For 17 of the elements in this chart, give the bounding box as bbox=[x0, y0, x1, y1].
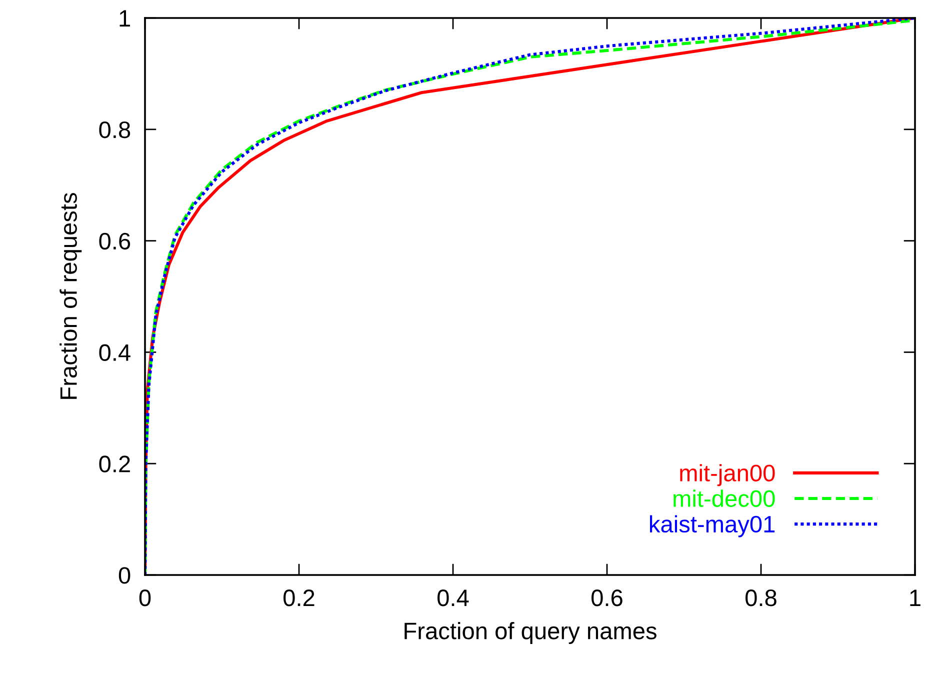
x-tick-label: 0 bbox=[139, 590, 151, 606]
x-tick-label: 0.2 bbox=[284, 590, 314, 606]
legend-label: kaist-may01 bbox=[650, 515, 775, 538]
y-tick-label: 1 bbox=[120, 10, 130, 27]
legend-label: mit-jan00 bbox=[680, 464, 775, 486]
y-tick-label: 0.2 bbox=[99, 456, 130, 472]
y-tick-label: 0 bbox=[118, 567, 130, 584]
x-tick-label: 0.6 bbox=[592, 590, 622, 606]
x-tick-label: 0.4 bbox=[438, 590, 469, 606]
y-tick-label: 0.4 bbox=[99, 344, 130, 361]
x-axis-title: Fraction of query names bbox=[404, 622, 656, 644]
legend-label: mit-dec00 bbox=[674, 490, 775, 508]
x-tick-label: 1 bbox=[910, 590, 920, 606]
y-axis-title: Fraction of requests bbox=[60, 193, 82, 399]
x-tick-label: 0.8 bbox=[746, 590, 776, 606]
y-tick-label: 0.6 bbox=[99, 232, 130, 250]
y-tick-label: 0.8 bbox=[99, 121, 130, 138]
